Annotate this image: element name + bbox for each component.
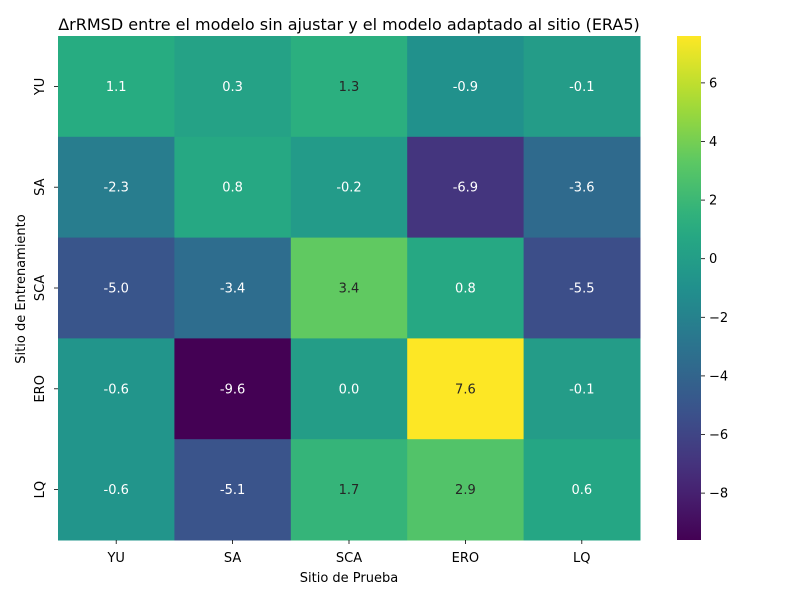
heatmap-cell: [523, 237, 641, 339]
y-tick-label: LQ: [33, 481, 48, 498]
cell-value-label: -6.9: [453, 181, 478, 196]
heatmap-cell: [407, 439, 525, 541]
y-tick-label: SCA: [33, 275, 48, 301]
cell-value-label: -5.5: [569, 282, 594, 297]
y-tick-label: YU: [33, 78, 48, 96]
heatmap-cell: [174, 338, 292, 440]
x-tick-label: SCA: [336, 551, 362, 566]
cell-value-label: -0.6: [104, 382, 129, 397]
cell-value-label: -3.4: [220, 282, 245, 297]
cell-value-label: -0.1: [569, 382, 594, 397]
heatmap-cell: [407, 338, 525, 440]
cell-value-label: 1.3: [339, 80, 360, 95]
x-axis: YU SA SCA ERO LQ: [106, 540, 591, 566]
heatmap-cell: [290, 237, 408, 339]
y-axis-label: Sitio de Entrenamiento: [14, 214, 29, 363]
y-tick-label: ERO: [33, 375, 48, 402]
heatmap-cell: [523, 136, 641, 239]
colorbar-tick-label: −2: [709, 311, 728, 326]
colorbar: [677, 36, 701, 540]
colorbar-tick-label: 2: [709, 194, 717, 209]
cell-value-label: -0.2: [336, 181, 361, 196]
colorbar-tick-label: 0: [709, 252, 717, 267]
colorbar-tick-label: 6: [709, 76, 717, 91]
heatmap-cells: 1.1 0.3 1.3 -0.9 -0.1 -2.3 0.8 -0.2 -6.9 -3.6 -5.0…: [58, 36, 641, 541]
heatmap-cell: [174, 237, 292, 339]
heatmap-cell: [58, 36, 175, 138]
heatmap-cell: [523, 338, 641, 440]
cell-value-label: 1.7: [339, 483, 360, 498]
heatmap-cell: [174, 36, 292, 138]
cell-value-label: 3.4: [339, 282, 360, 297]
heatmap-cell: [523, 439, 641, 541]
heatmap-cell: [407, 36, 525, 138]
x-tick-label: LQ: [573, 551, 590, 566]
heatmap-cell: [407, 237, 525, 339]
cell-value-label: -0.9: [453, 80, 478, 95]
chart-title: ΔrRMSD entre el modelo sin ajustar y el …: [58, 15, 640, 34]
cell-value-label: 0.8: [222, 181, 243, 196]
colorbar-tick-label: 4: [709, 135, 717, 150]
y-tick-label: SA: [33, 178, 48, 195]
heatmap-cell: [290, 439, 408, 541]
heatmap-cell: [174, 439, 292, 541]
colorbar-tick-label: −6: [709, 428, 728, 443]
heatmap-cell: [58, 136, 175, 239]
heatmap-cell: [290, 36, 408, 138]
heatmap-cell: [407, 136, 525, 239]
cell-value-label: -0.1: [569, 80, 594, 95]
cell-value-label: -3.6: [569, 181, 594, 196]
cell-value-label: 2.9: [455, 483, 476, 498]
heatmap-cell: [58, 439, 175, 541]
x-tick-label: SA: [224, 551, 241, 566]
colorbar-tick-label: −4: [709, 369, 728, 384]
heatmap-cell: [523, 36, 641, 138]
cell-value-label: -5.1: [220, 483, 245, 498]
x-axis-label: Sitio de Prueba: [300, 571, 398, 586]
cell-value-label: -5.0: [104, 282, 129, 297]
cell-value-label: 0.6: [571, 483, 592, 498]
colorbar-tick-label: −8: [709, 487, 728, 502]
cell-value-label: 0.3: [222, 80, 243, 95]
heatmap-cell: [290, 136, 408, 239]
cell-value-label: 7.6: [455, 382, 476, 397]
cell-value-label: 1.1: [106, 80, 127, 95]
cell-value-label: -9.6: [220, 382, 245, 397]
cell-value-label: -2.3: [104, 181, 129, 196]
y-axis: YU SA SCA ERO LQ: [33, 78, 58, 498]
colorbar-ticks: −8 −6 −4 −2 0 2 4 6: [701, 76, 728, 502]
cell-value-label: 0.8: [455, 282, 476, 297]
heatmap-cell: [58, 237, 175, 339]
cell-value-label: -0.6: [104, 483, 129, 498]
cell-value-label: 0.0: [339, 382, 360, 397]
heatmap-cell: [174, 136, 292, 239]
heatmap-cell: [58, 338, 175, 440]
x-tick-label: YU: [106, 551, 124, 566]
x-tick-label: ERO: [452, 551, 479, 566]
heatmap-cell: [290, 338, 408, 440]
